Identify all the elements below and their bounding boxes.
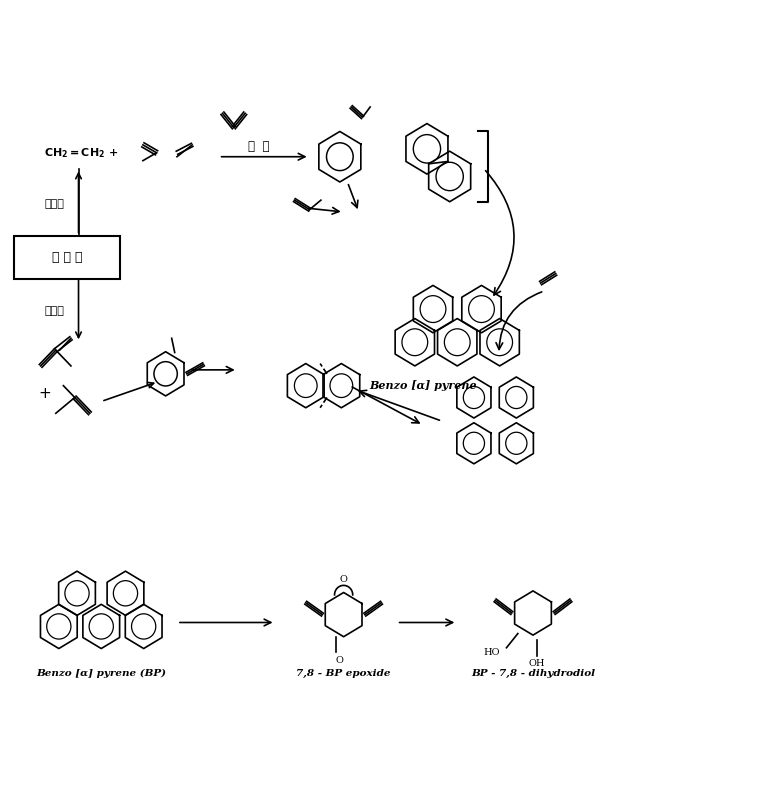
- Text: 열분해: 열분해: [44, 199, 64, 209]
- Text: 중  합: 중 합: [248, 140, 269, 153]
- Text: Benzo [α] pyrene: Benzo [α] pyrene: [369, 380, 477, 391]
- Text: BP - 7,8 - dihydrodiol: BP - 7,8 - dihydrodiol: [471, 669, 595, 678]
- Text: OH: OH: [529, 659, 545, 668]
- Text: 7,8 - BP epoxide: 7,8 - BP epoxide: [296, 669, 391, 678]
- Text: O: O: [340, 575, 348, 584]
- FancyBboxPatch shape: [14, 235, 121, 279]
- Text: $\mathbf{CH_2=CH_2}$ +: $\mathbf{CH_2=CH_2}$ +: [44, 145, 119, 160]
- Text: 열분해: 열분해: [44, 305, 64, 316]
- Text: +: +: [38, 386, 51, 401]
- Text: Benzo [α] pyrene (BP): Benzo [α] pyrene (BP): [37, 669, 166, 678]
- Text: 유 기 물: 유 기 물: [52, 251, 82, 264]
- Text: O: O: [335, 656, 343, 665]
- Text: HO: HO: [483, 648, 500, 657]
